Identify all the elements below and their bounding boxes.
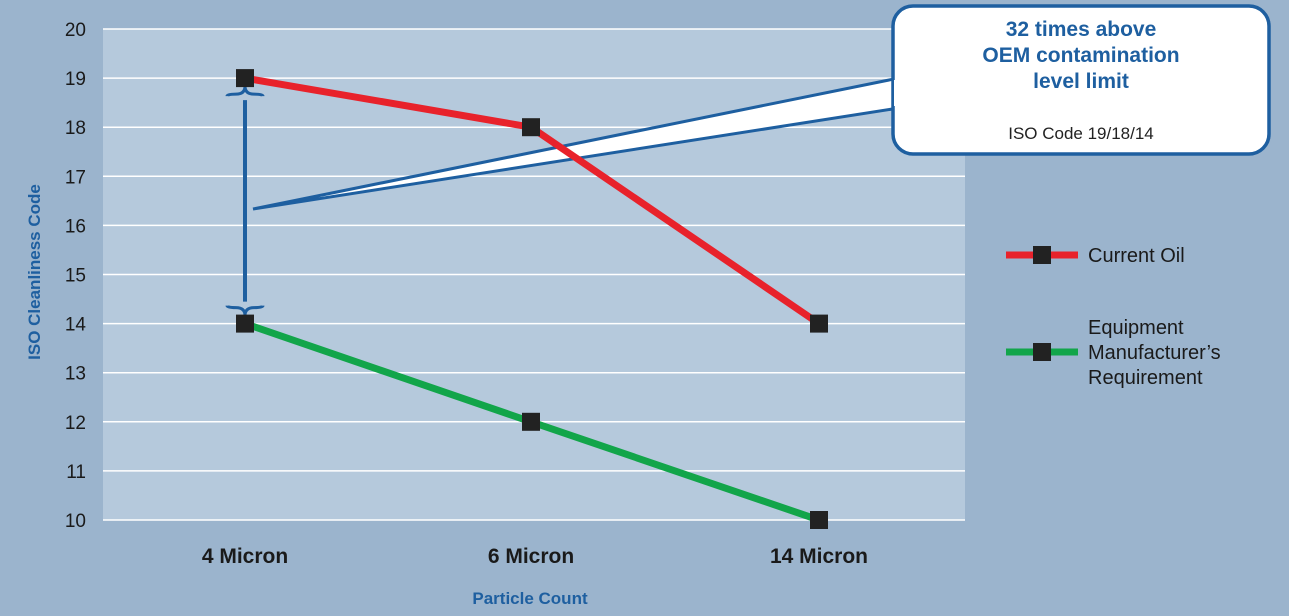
legend-swatch-marker (1033, 246, 1051, 264)
legend-swatch-marker (1033, 343, 1051, 361)
y-tick-label: 12 (65, 413, 86, 434)
x-tick-label: 14 Micron (770, 545, 868, 568)
y-axis-title: ISO Cleanliness Code (25, 184, 44, 360)
callout-title-line: OEM contamination (982, 44, 1179, 67)
callout-title-line: level limit (1033, 70, 1129, 93)
y-tick-label: 11 (66, 462, 86, 483)
data-point (522, 412, 540, 431)
x-tick-label: 6 Micron (488, 545, 574, 568)
legend-label: Equipment (1088, 317, 1184, 339)
callout-pointer-joint (894, 80, 902, 106)
y-tick-labels: 10 11 12 13 14 15 16 17 18 19 20 (65, 20, 87, 532)
data-point (236, 314, 254, 333)
y-tick-label: 20 (65, 20, 86, 41)
y-tick-label: 13 (65, 364, 86, 385)
y-tick-label: 14 (65, 315, 87, 336)
data-point (810, 314, 828, 333)
y-tick-label: 17 (65, 167, 86, 188)
data-point (810, 511, 828, 529)
callout-title-line: 32 times above (1006, 18, 1157, 41)
legend-label: Current Oil (1088, 245, 1185, 267)
y-tick-label: 19 (65, 69, 86, 90)
x-axis-title: Particle Count (472, 589, 588, 608)
legend-label: Requirement (1088, 367, 1203, 389)
y-tick-label: 10 (65, 511, 86, 532)
series-group (236, 69, 828, 529)
x-tick-label: 4 Micron (202, 545, 288, 568)
callout-box (891, 4, 1271, 156)
data-point (236, 69, 254, 88)
x-tick-labels: 4 Micron 6 Micron 14 Micron (202, 545, 868, 568)
y-tick-label: 15 (65, 266, 86, 287)
y-tick-label: 18 (65, 118, 86, 139)
legend-label: Manufacturer’s (1088, 342, 1221, 364)
data-point (522, 118, 540, 137)
y-tick-label: 16 (65, 216, 86, 237)
callout-subtitle: ISO Code 19/18/14 (1008, 124, 1154, 143)
annotation-callout: 32 times above OEM contamination level lim… (252, 4, 1271, 211)
legend: Current Oil Equipment Manufacturer’s Requir… (1006, 245, 1221, 389)
